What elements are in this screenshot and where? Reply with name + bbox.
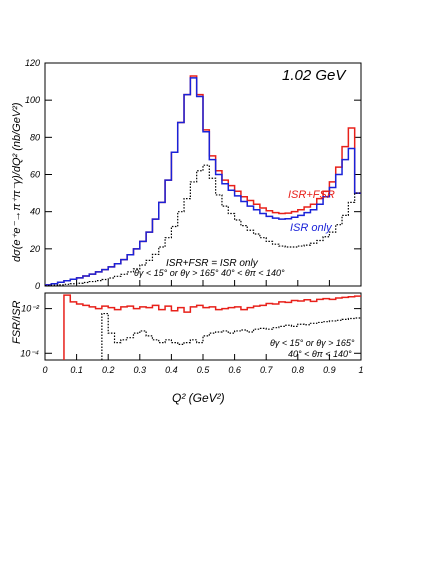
top-axis-ticks: 0 20 40 60 80 100 120 [25, 58, 361, 291]
x-tick-label: 0.8 [292, 365, 305, 375]
isr-only-label: ISR only [290, 222, 333, 234]
y-tick-label: 60 [30, 170, 40, 180]
y-tick-label: 120 [25, 58, 40, 68]
x-tick-label: 0.3 [134, 365, 147, 375]
x-tick-label: 0.9 [323, 365, 336, 375]
energy-label: 1.02 GeV [282, 67, 347, 84]
y-tick-label: 40 [30, 207, 40, 217]
x-tick-label: 0.6 [228, 365, 241, 375]
y-tick-label: 0 [35, 281, 40, 291]
x-tick-label: 0.1 [70, 365, 83, 375]
x-tick-label: 0.2 [102, 365, 115, 375]
x-tick-label: 0.4 [165, 365, 178, 375]
x-tick-label: 0.5 [197, 365, 211, 375]
log-y-tick-label: 10⁻² [21, 304, 40, 314]
y-tick-label: 80 [30, 132, 40, 142]
x-tick-label: 0 [42, 365, 47, 375]
bottom-axis-ticks: 10⁻² 10⁻⁴0 0.1 0.2 0.3 0.4 0.5 0.6 0.7 0.8 0.9 1 [20, 304, 363, 375]
top-y-axis-label: dσ(e⁺e⁻→π⁺π⁻γ)/dQ² (nb/GeV²) [11, 102, 23, 262]
y-tick-label: 100 [25, 95, 40, 105]
log-y-tick-label: 10⁻⁴ [20, 348, 39, 358]
top-series-2 [45, 164, 361, 287]
x-tick-label: 1 [358, 365, 363, 375]
x-tick-label: 0.7 [260, 365, 274, 375]
bottom-series-0 [63, 294, 361, 360]
isr-fsr-label: ISR+FSR [288, 189, 335, 201]
top-series-group [45, 75, 361, 287]
bottom-series-group [63, 294, 361, 360]
bottom-y-axis-label: FSR/ISR [11, 301, 23, 344]
bottom-cuts-label-2: 40° < θπ < 140° [288, 349, 352, 359]
bottom-cuts-label-1: θγ < 15° or θγ > 165° [270, 338, 355, 348]
x-axis-label: Q² (GeV²) [172, 391, 225, 405]
top-cuts-label: θγ < 15° or θγ > 165° 40° < θπ < 140° [134, 268, 285, 278]
equality-label: ISR+FSR = ISR only [166, 258, 259, 269]
top-series-1 [45, 77, 361, 286]
y-tick-label: 20 [29, 244, 40, 254]
bottom-series-1 [101, 312, 361, 360]
